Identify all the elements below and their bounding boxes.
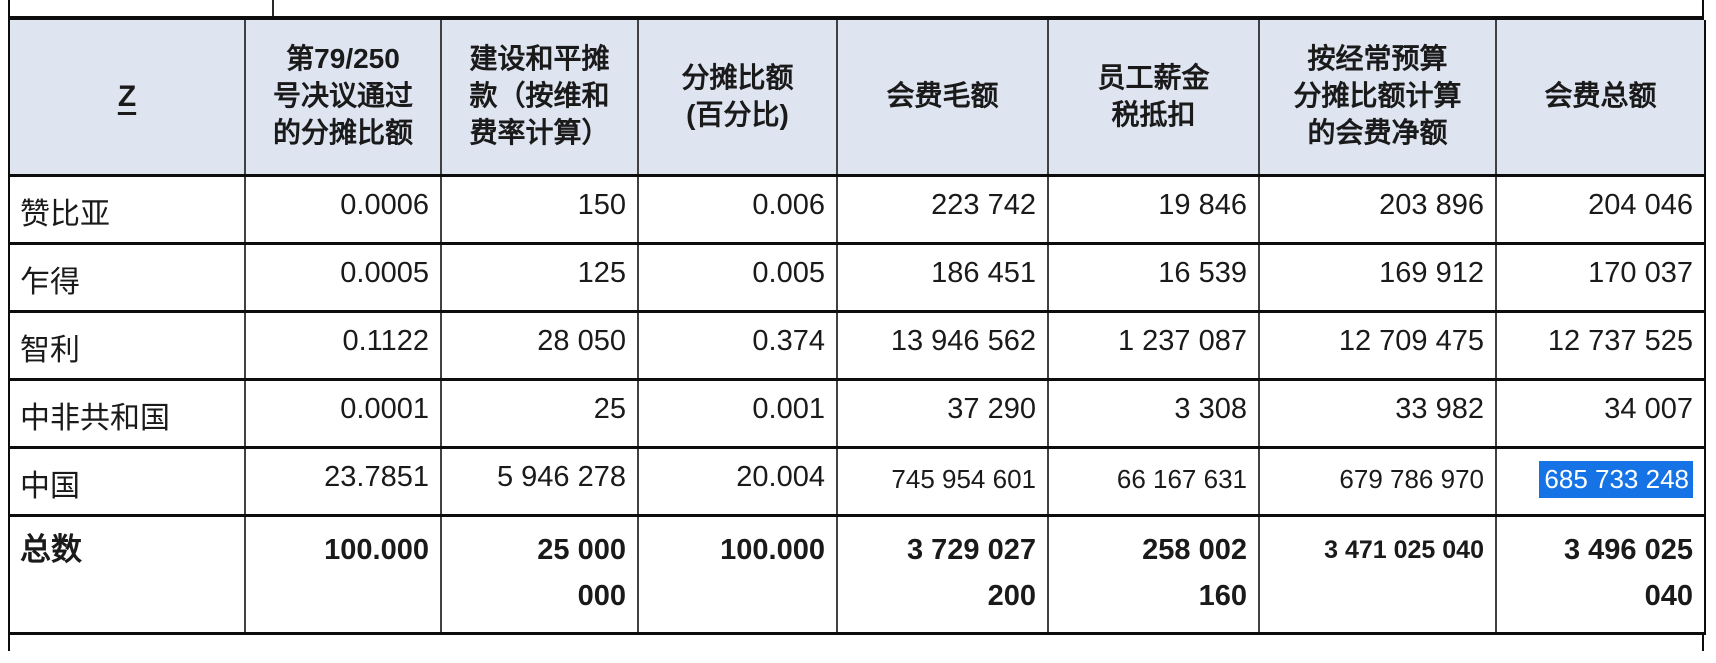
gross-contributions-cell: 13 946 562 [836,311,1049,381]
col-header-member: Z [8,20,246,177]
col-header-gross-contributions: 会费毛额 [836,20,1049,177]
member-name-cell: 乍得 [8,243,246,313]
net-contributions-cell: 12 709 475 [1258,311,1497,381]
total-contributions-cell: 204 046 [1495,175,1706,245]
member-name-cell: 中国 [8,447,246,517]
staff-assessment-credit-cell: 258 002 160 [1047,515,1260,635]
staff-assessment-credit-cell: 66 167 631 [1047,447,1260,517]
col-header-scale-percentage: 分摊比额 (百分比) [637,20,838,177]
total-label-cell: 总数 [8,515,246,635]
peacebuilding-levy-cell: 125 [440,243,639,313]
net-contributions-cell: 3 471 025 040 [1258,515,1497,635]
column-divider [272,0,274,16]
peacebuilding-levy-cell: 25 [440,379,639,449]
gross-contributions-cell: 223 742 [836,175,1049,245]
scale-79-250-cell: 0.1122 [244,311,442,381]
total-contributions-cell: 34 007 [1495,379,1706,449]
member-column-letter: Z [117,79,137,113]
col-header-staff-assessment-credit: 员工薪金 税抵扣 [1047,20,1260,177]
scale-79-250-cell: 0.0006 [244,175,442,245]
col-header-total-contributions: 会费总额 [1495,20,1706,177]
table-top-partial-row [8,0,1704,20]
peacebuilding-levy-cell: 28 050 [440,311,639,381]
staff-assessment-credit-cell: 16 539 [1047,243,1260,313]
table-bottom-partial-row [8,634,1704,651]
peacebuilding-levy-cell: 150 [440,175,639,245]
net-contributions-cell: 169 912 [1258,243,1497,313]
col-header-peacebuilding-levy: 建设和平摊 款（按维和 费率计算） [440,20,639,177]
staff-assessment-credit-cell: 19 846 [1047,175,1260,245]
scale-percentage-cell: 20.004 [637,447,838,517]
header-row: Z 第79/250 号决议通过 的分摊比额 建设和平摊 款（按维和 费率计算） … [8,20,1706,177]
selection-highlight[interactable]: 685 733 248 [1539,460,1693,498]
col-header-scale-79-250: 第79/250 号决议通过 的分摊比额 [244,20,442,177]
total-contributions-cell: 12 737 525 [1495,311,1706,381]
total-contributions-cell: 170 037 [1495,243,1706,313]
scale-79-250-cell: 23.7851 [244,447,442,517]
net-contributions-cell: 33 982 [1258,379,1497,449]
staff-assessment-credit-cell: 3 308 [1047,379,1260,449]
gross-contributions-cell: 186 451 [836,243,1049,313]
scale-percentage-cell: 100.000 [637,515,838,635]
net-contributions-cell: 203 896 [1258,175,1497,245]
total-contributions-cell: 3 496 025 040 [1495,515,1706,635]
table-row-chad: 乍得 0.0005 125 0.005 186 451 16 539 169 9… [8,243,1706,313]
scale-79-250-cell: 0.0005 [244,243,442,313]
table-row-total: 总数 100.000 25 000 000 100.000 3 729 027 … [8,515,1706,635]
member-name-cell: 赞比亚 [8,175,246,245]
scale-79-250-cell: 0.0001 [244,379,442,449]
member-name-cell: 中非共和国 [8,379,246,449]
member-name-cell: 智利 [8,311,246,381]
gross-contributions-cell: 3 729 027 200 [836,515,1049,635]
table-row-chile: 智利 0.1122 28 050 0.374 13 946 562 1 237 … [8,311,1706,381]
peacebuilding-levy-cell: 5 946 278 [440,447,639,517]
gross-contributions-cell: 37 290 [836,379,1049,449]
net-contributions-cell: 679 786 970 [1258,447,1497,517]
total-contributions-cell: 685 733 248 [1495,447,1706,517]
table-row-central-african-republic: 中非共和国 0.0001 25 0.001 37 290 3 308 33 98… [8,379,1706,449]
scale-percentage-cell: 0.006 [637,175,838,245]
staff-assessment-credit-cell: 1 237 087 [1047,311,1260,381]
peacebuilding-levy-cell: 25 000 000 [440,515,639,635]
table-row-china: 中国 23.7851 5 946 278 20.004 745 954 601 … [8,447,1706,517]
table-row-zambia: 赞比亚 0.0006 150 0.006 223 742 19 846 203 … [8,175,1706,245]
scale-percentage-cell: 0.374 [637,311,838,381]
scale-79-250-cell: 100.000 [244,515,442,635]
assessment-table: Z 第79/250 号决议通过 的分摊比额 建设和平摊 款（按维和 费率计算） … [8,20,1706,635]
gross-contributions-cell: 745 954 601 [836,447,1049,517]
scale-percentage-cell: 0.001 [637,379,838,449]
scale-percentage-cell: 0.005 [637,243,838,313]
col-header-net-contributions-regular-budget: 按经常预算 分摊比额计算 的会费净额 [1258,20,1497,177]
